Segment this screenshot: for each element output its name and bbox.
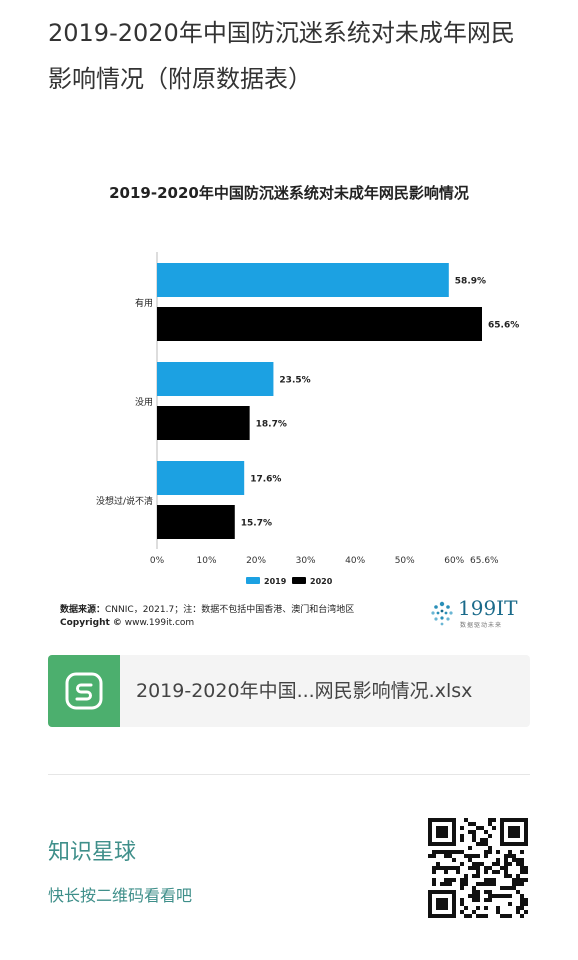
- planet-title: 知识星球: [48, 840, 137, 865]
- logo-subtext: 数据驱动未来: [460, 622, 503, 629]
- logo-text: 199IT: [458, 596, 518, 620]
- bar-2020-1: [157, 406, 250, 440]
- planet-subtitle: 快长按二维码看看吧: [48, 886, 193, 905]
- legend-label-2020: 2020: [310, 577, 333, 586]
- data-label-2020-0: 65.6%: [488, 321, 519, 331]
- legend-swatch-2019: [246, 577, 260, 584]
- data-label-2019-0: 58.9%: [455, 277, 486, 287]
- x-tick-label-2: 20%: [246, 556, 266, 566]
- x-tick-label-7: 65.6%: [470, 556, 499, 566]
- x-tick-label-6: 60%: [444, 556, 464, 566]
- data-label-2020-1: 18.7%: [256, 420, 287, 430]
- legend-swatch-2020: [292, 577, 306, 584]
- article-title: 2019-2020年中国防沉迷系统对未成年网民影响情况（附原数据表）: [48, 19, 515, 93]
- spreadsheet-s-icon: [48, 655, 120, 727]
- source-text: CNNIC，2021.7；注：数据不包括中国香港、澳门和台湾地区: [105, 605, 355, 615]
- chart-card: 58.9% 65.6% 有用 23.5% 18.7% 没用 17.6% 15.7% 没想过/说不…: [48, 160, 530, 640]
- source-line: 数据来源：CNNIC，2021.7；注：数据不包括中国香港、澳门和台湾地区: [60, 602, 354, 615]
- logo-199it: 199IT 数据驱动未来: [428, 596, 528, 636]
- category-label-1: 没用: [135, 397, 153, 408]
- data-label-2020-2: 15.7%: [241, 519, 272, 529]
- data-label-2019-1: 23.5%: [279, 376, 310, 386]
- bar-2019-1: [157, 362, 274, 396]
- attachment-file-card[interactable]: 2019-2020年中国...网民影响情况.xlsx: [48, 655, 530, 727]
- x-tick-label-3: 30%: [296, 556, 316, 566]
- bar-2020-0: [157, 307, 482, 341]
- category-label-2: 没想过/说不清: [96, 495, 153, 507]
- copyright-label: Copyright ©: [60, 618, 122, 628]
- bar-chart: 58.9% 65.6% 有用 23.5% 18.7% 没用 17.6% 15.7% 没想过/说不…: [96, 252, 519, 586]
- source-label: 数据来源：: [60, 605, 106, 615]
- section-divider: [48, 774, 530, 775]
- x-tick-label-4: 40%: [345, 556, 365, 566]
- attachment-file-name[interactable]: 2019-2020年中国...网民影响情况.xlsx: [136, 680, 473, 702]
- category-label-0: 有用: [135, 297, 153, 309]
- x-tick-label-5: 50%: [395, 556, 415, 566]
- bar-2019-0: [157, 263, 449, 297]
- copyright-line: Copyright © www.199it.com: [60, 618, 194, 628]
- data-label-2019-2: 17.6%: [250, 475, 281, 485]
- bar-2019-2: [157, 461, 245, 495]
- x-tick-label-0: 0%: [150, 556, 165, 566]
- legend-label-2019: 2019: [264, 577, 287, 586]
- x-tick-label-1: 10%: [197, 556, 217, 566]
- qr-code-icon[interactable]: [428, 818, 528, 918]
- copyright-text: www.199it.com: [121, 618, 195, 628]
- bar-2020-2: [157, 505, 235, 539]
- chart-title: 2019-2020年中国防沉迷系统对未成年网民影响情况: [109, 184, 469, 202]
- logo-dots-icon: [431, 601, 453, 626]
